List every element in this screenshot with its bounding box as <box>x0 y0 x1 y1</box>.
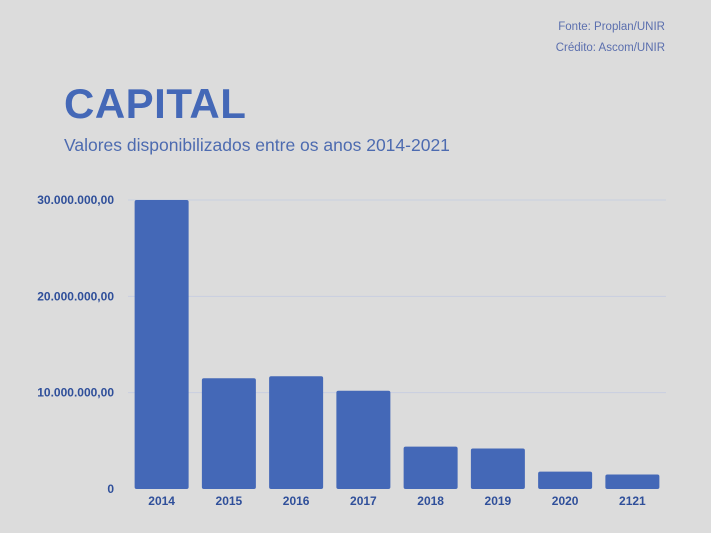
x-tick-label: 2016 <box>283 494 310 508</box>
bar-2017 <box>336 390 391 489</box>
chart-title: CAPITAL <box>64 80 247 127</box>
bar-2015 <box>201 378 256 489</box>
x-tick-label: 2019 <box>485 494 512 508</box>
x-tick-label: 2017 <box>350 494 377 508</box>
y-tick-label: 20.000.000,00 <box>37 289 114 303</box>
y-tick-label: 30.000.000,00 <box>37 193 114 207</box>
y-axis-ticks: 0 10.000.000,00 20.000.000,00 30.000.000,00 <box>37 193 114 496</box>
x-tick-label: 2121 <box>619 494 646 508</box>
chart-subtitle: Valores disponibilizados entre os anos 2… <box>64 135 450 155</box>
x-tick-label: 2018 <box>417 494 444 508</box>
bar-2121 <box>605 474 660 489</box>
x-tick-label: 2015 <box>216 494 243 508</box>
y-tick-label: 10.000.000,00 <box>37 386 114 400</box>
credit-text: Crédito: Ascom/UNIR <box>555 42 665 54</box>
bar-2014 <box>134 200 189 489</box>
y-tick-label: 0 <box>107 482 114 496</box>
bars <box>134 200 660 489</box>
credits: Fonte: Proplan/UNIR Crédito: Ascom/UNIR <box>556 17 665 59</box>
bar-2016 <box>269 376 324 489</box>
bar-2020 <box>538 471 593 489</box>
x-tick-label: 2020 <box>552 494 579 508</box>
x-axis-ticks: 2014 2015 2016 2017 2018 2019 2020 2121 <box>148 494 646 508</box>
grid-lines <box>128 199 666 394</box>
bar-2019 <box>470 448 525 489</box>
source-text: Fonte: Proplan/UNIR <box>558 21 665 33</box>
bar-2018 <box>403 446 458 489</box>
x-tick-label: 2014 <box>148 494 175 508</box>
